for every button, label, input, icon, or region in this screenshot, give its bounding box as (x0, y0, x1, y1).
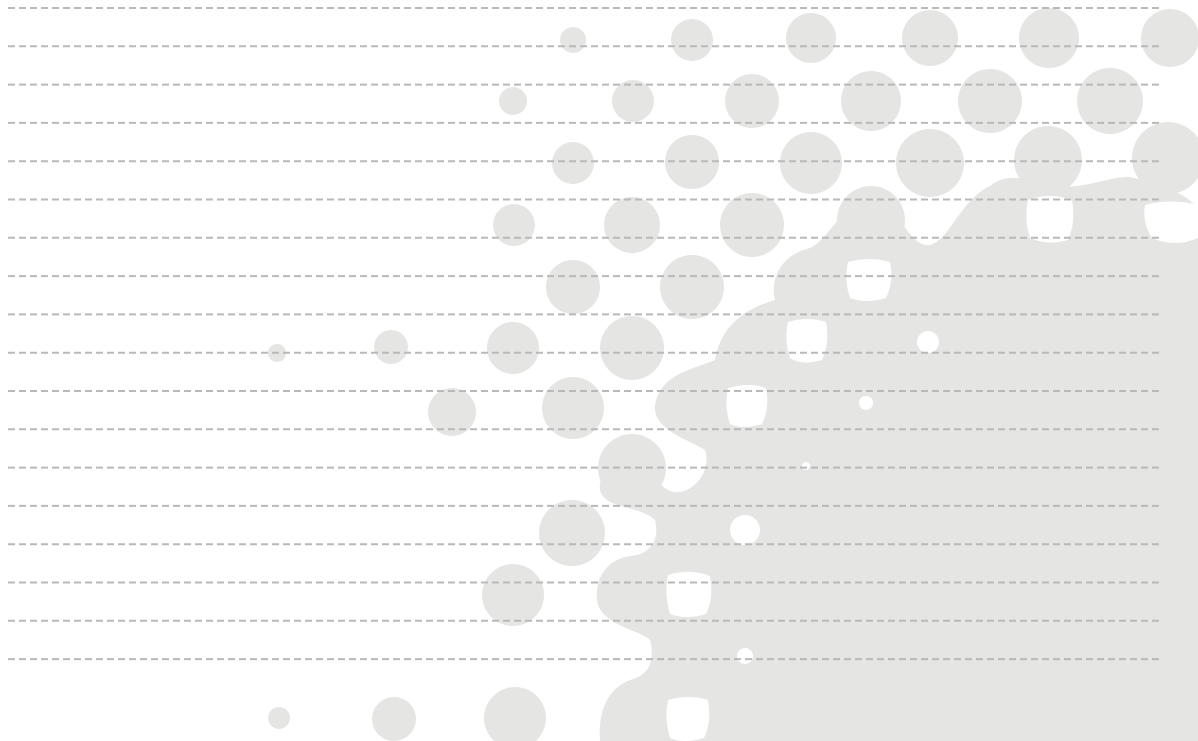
halftone-dot (896, 129, 964, 197)
halftone-dot (725, 74, 779, 128)
halftone-dot (539, 500, 605, 566)
halftone-dot (268, 707, 290, 729)
halftone-dot (660, 255, 724, 319)
halftone-dot (786, 13, 836, 63)
halftone-dot (560, 27, 586, 53)
halftone-dot (671, 19, 713, 61)
halftone-dot (552, 142, 594, 184)
gray-region-hole (859, 396, 873, 410)
halftone-dot (546, 260, 600, 314)
halftone-dot (720, 193, 784, 257)
halftone-dot (837, 186, 905, 254)
gray-region-hole (802, 462, 810, 470)
halftone-dot (487, 322, 539, 374)
halftone-dot (600, 316, 664, 380)
halftone-dot (1141, 9, 1198, 67)
halftone-dot (374, 330, 408, 364)
halftone-dot (902, 10, 958, 66)
gray-region-hole (666, 572, 711, 617)
gray-region-hole (917, 331, 939, 353)
gray-region-hole (737, 648, 753, 664)
gray-region-hole (1144, 202, 1198, 244)
halftone-dot (604, 197, 660, 253)
gray-region-hole (730, 515, 760, 545)
gray-region-hole (786, 319, 827, 363)
gray-region-hole (846, 259, 891, 301)
gray-region-hole (666, 697, 709, 741)
halftone-dot (780, 132, 842, 194)
halftone-dot (1014, 126, 1082, 194)
halftone-dot (493, 204, 535, 246)
halftone-dot (612, 80, 654, 122)
halftone-dot (1019, 8, 1079, 68)
halftone-dot (1077, 68, 1143, 134)
gray-region-hole (1026, 196, 1073, 243)
halftone-dot (372, 697, 416, 741)
halftone-dot (482, 564, 544, 626)
halftone-dot (499, 87, 527, 115)
halftone-dot (484, 687, 546, 741)
